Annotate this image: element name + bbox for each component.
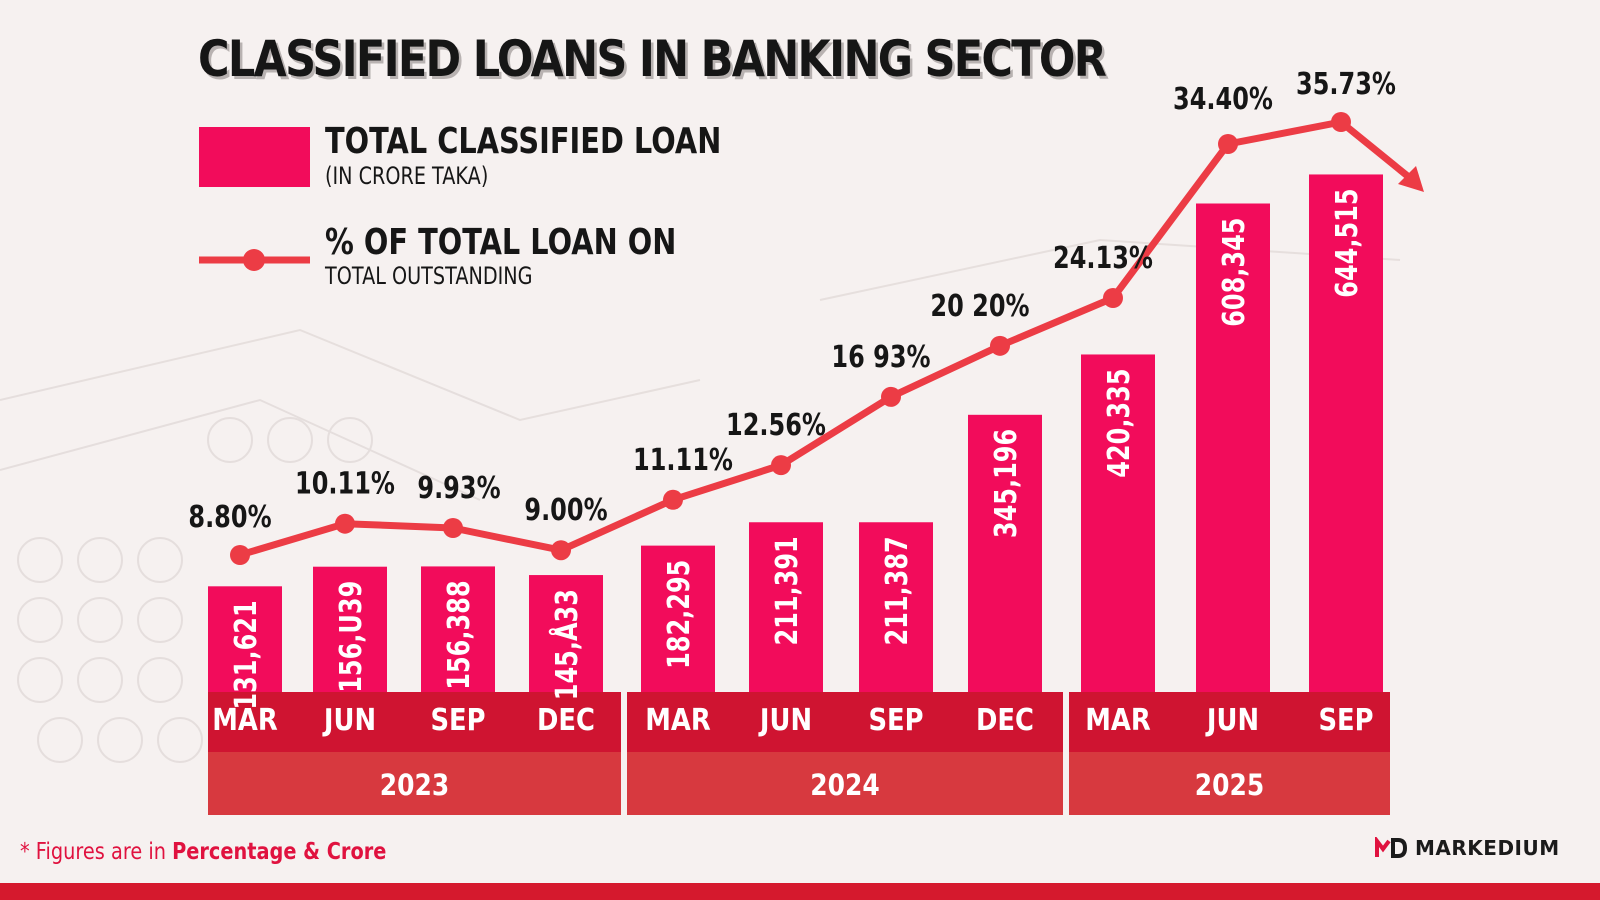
year-label-2025: 2025 — [1195, 769, 1264, 802]
markedium-logo-icon — [1375, 837, 1407, 858]
line-point — [771, 455, 791, 476]
month-label: MAR — [1085, 702, 1150, 737]
bar — [749, 522, 823, 692]
legend-bar-sublabel: (IN CRORE TAKA) — [325, 162, 489, 190]
month-label: DEC — [976, 702, 1034, 737]
trend-down-arrow — [1398, 166, 1424, 192]
bar-value-label: 644,515 — [1330, 188, 1364, 297]
bar — [1081, 354, 1155, 692]
line-value-label: 8.80% — [188, 500, 271, 534]
legend-line-swatch — [199, 249, 310, 271]
line-point — [663, 489, 683, 510]
month-label: DEC — [537, 702, 595, 737]
bar — [968, 414, 1042, 692]
bar-value-label: 182,295 — [662, 560, 696, 669]
month-label: SEP — [868, 702, 923, 737]
bar-value-label: 345,196 — [989, 429, 1023, 538]
line-point — [1331, 112, 1351, 132]
bar — [641, 545, 715, 692]
bar-value-label: 156,388 — [442, 580, 476, 689]
bar — [859, 522, 933, 692]
bar-value-label: 145,Å33 — [549, 589, 584, 700]
line-value-label: 10.11% — [295, 467, 395, 501]
year-band-2023 — [208, 752, 621, 815]
bar-value-label: 608,345 — [1217, 217, 1251, 326]
bar-value-label: 211,387 — [880, 536, 914, 645]
month-band — [208, 692, 1390, 752]
month-label: SEP — [430, 702, 485, 737]
month-label: SEP — [1318, 702, 1373, 737]
line-value-label: 11.11% — [633, 443, 733, 477]
line-point — [443, 517, 463, 538]
footnote: * Figures are in Percentage & Crore — [20, 839, 387, 865]
line-value-label: 9.00% — [524, 494, 607, 528]
line-point — [335, 513, 355, 534]
line-point — [881, 386, 901, 407]
month-label: MAR — [645, 702, 710, 737]
line-value-label: 16 93% — [831, 340, 930, 374]
brand-logo: MARKEDIUM — [1375, 836, 1560, 860]
legend-bar-label: TOTAL CLASSIFIED LOAN — [325, 121, 722, 162]
bar — [208, 586, 282, 692]
month-label: MAR — [212, 702, 277, 737]
year-band-2024 — [627, 752, 1063, 815]
line-value-label: 24.13% — [1053, 241, 1153, 275]
line-value-label: 12.56% — [726, 409, 826, 443]
bar — [1309, 174, 1383, 692]
band-separator — [621, 692, 627, 815]
band-separator — [1063, 692, 1069, 815]
bar-value-label: 211,391 — [770, 536, 804, 645]
bar — [529, 575, 603, 692]
bar — [1196, 203, 1270, 692]
bar — [313, 566, 387, 692]
bar-value-label: 156,U39 — [334, 581, 368, 693]
line-value-label: 34.40% — [1173, 82, 1273, 116]
year-label-2024: 2024 — [810, 769, 879, 802]
bar-value-label: 131,621 — [229, 600, 263, 709]
chart-title: CLASSIFIED LOANS IN BANKING SECTOR — [198, 30, 1107, 88]
brand-name: MARKEDIUM — [1415, 836, 1560, 860]
year-label-2023: 2023 — [380, 769, 449, 802]
footnote-emphasis: Percentage & Crore — [172, 839, 387, 865]
line-point — [990, 335, 1010, 356]
line-point — [551, 540, 571, 561]
legend-bar-swatch — [199, 127, 310, 187]
legend-line-sublabel: TOTAL OUTSTANDING — [325, 262, 533, 290]
line-point — [230, 545, 250, 565]
line-value-label: 9.93% — [417, 471, 500, 505]
line-point — [1218, 134, 1238, 154]
month-label: JUN — [758, 702, 812, 737]
legend-line-label: % OF TOTAL LOAN ON — [325, 222, 677, 263]
line-value-label: 20 20% — [930, 289, 1029, 323]
bar — [421, 566, 495, 692]
year-band-2025 — [1069, 752, 1390, 815]
month-label: JUN — [1205, 702, 1259, 737]
bottom-stripe — [0, 883, 1600, 900]
percent-line — [238, 118, 1413, 559]
line-value-label: 35.73% — [1296, 67, 1396, 101]
line-point — [1103, 288, 1123, 308]
bar-value-label: 420,335 — [1102, 368, 1136, 477]
month-label: JUN — [322, 702, 376, 737]
